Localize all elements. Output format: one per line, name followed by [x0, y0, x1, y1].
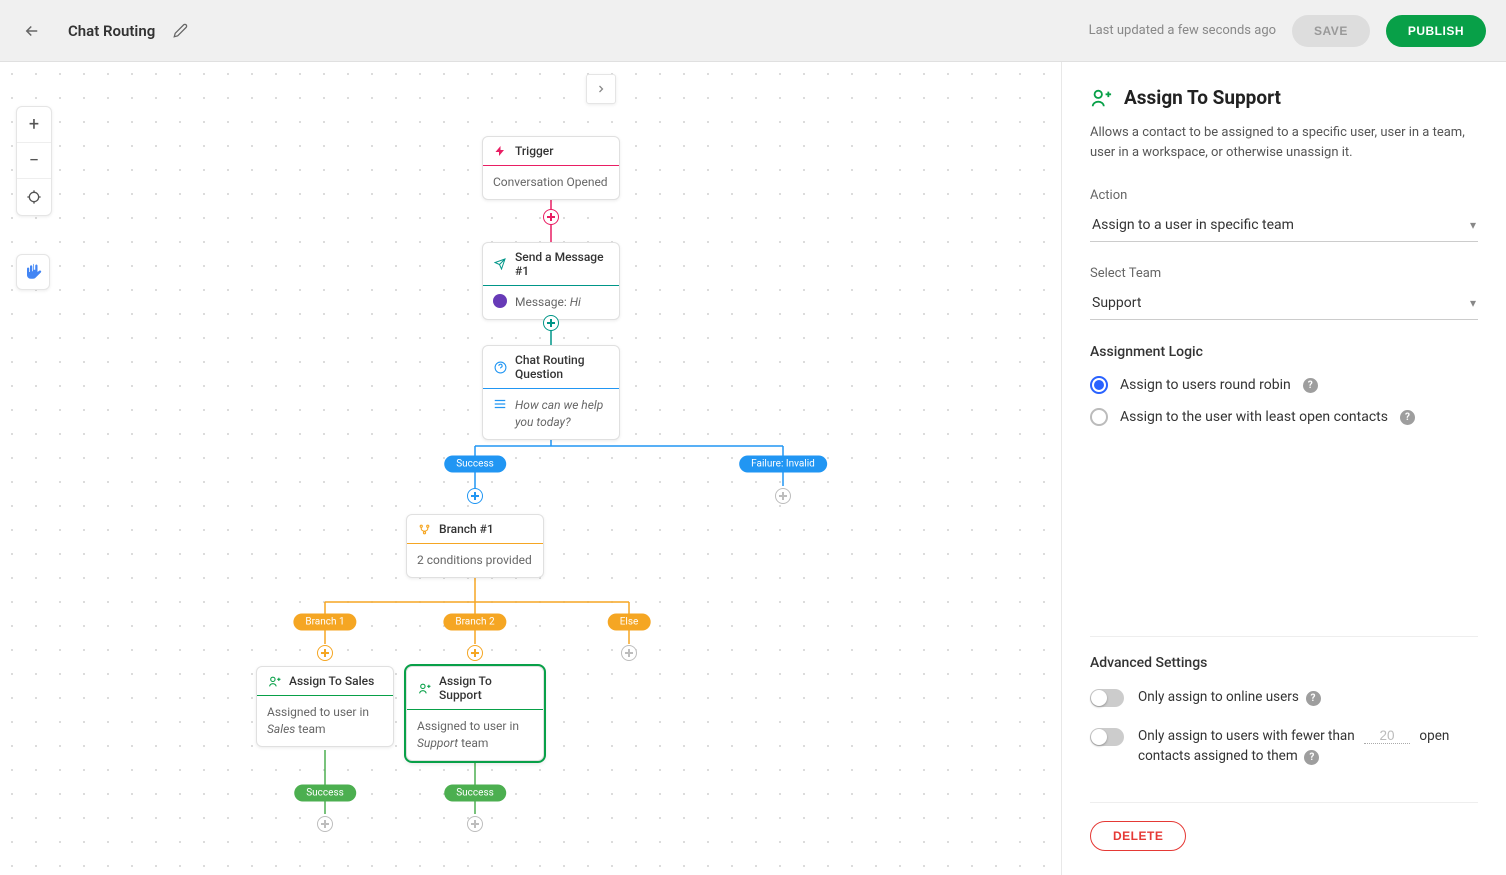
radio-label: Assign to the user with least open conta… [1120, 409, 1388, 425]
node-assign-sales[interactable]: Assign To Sales Assigned to user in Sale… [256, 666, 394, 747]
node-message[interactable]: Send a Message #1 Message: Hi [482, 242, 620, 320]
node-body: Assigned to user in Sales team [267, 704, 383, 738]
edit-title-button[interactable] [171, 22, 189, 40]
logic-section-label: Assignment Logic [1090, 344, 1478, 360]
radio-round-robin[interactable]: Assign to users round robin ? [1090, 376, 1478, 394]
flow-badge[interactable]: Branch 2 [443, 614, 506, 631]
help-icon[interactable]: ? [1304, 750, 1319, 765]
help-icon[interactable]: ? [1303, 378, 1318, 393]
radio-icon [1090, 408, 1108, 426]
add-step-button[interactable] [467, 645, 483, 661]
delete-button[interactable]: DELETE [1090, 821, 1186, 851]
radio-icon [1090, 376, 1108, 394]
back-button[interactable] [20, 19, 44, 43]
node-question[interactable]: Chat Routing Question How can we help yo… [482, 345, 620, 440]
team-select[interactable]: Support ▾ [1090, 289, 1478, 320]
flow-badge[interactable]: Else [608, 614, 651, 631]
user-plus-icon [1090, 87, 1112, 109]
toggle-fewer-than: Only assign to users with fewer than ope… [1090, 726, 1478, 767]
add-step-button[interactable] [317, 645, 333, 661]
last-updated-text: Last updated a few seconds ago [1089, 23, 1276, 38]
help-icon[interactable]: ? [1400, 410, 1415, 425]
node-body: Message: Hi [515, 294, 581, 311]
flow-badge[interactable]: Failure: Invalid [739, 456, 827, 473]
node-body: How can we help you today? [515, 397, 609, 431]
action-select[interactable]: Assign to a user in specific team ▾ [1090, 211, 1478, 242]
save-button[interactable]: SAVE [1292, 15, 1370, 47]
flow-canvas[interactable]: + − [0, 62, 1061, 875]
workflow-title: Chat Routing [68, 22, 155, 40]
properties-panel: Assign To Support Allows a contact to be… [1061, 62, 1506, 875]
add-step-button[interactable] [317, 816, 333, 832]
branch-icon [417, 522, 431, 536]
team-label: Select Team [1090, 266, 1478, 281]
send-icon [493, 257, 507, 271]
node-trigger[interactable]: Trigger Conversation Opened [482, 136, 620, 200]
panel-title: Assign To Support [1124, 86, 1281, 109]
node-assign-support[interactable]: Assign To Support Assigned to user in Su… [406, 666, 544, 761]
node-title: Chat Routing Question [515, 353, 609, 381]
action-label: Action [1090, 188, 1478, 203]
node-title: Branch #1 [439, 522, 494, 536]
node-title: Trigger [515, 144, 553, 158]
add-step-button[interactable] [543, 315, 559, 331]
flow-badge[interactable]: Success [444, 456, 506, 473]
toggle-online-only: Only assign to online users ? [1090, 687, 1478, 707]
user-plus-icon [267, 674, 281, 688]
action-value: Assign to a user in specific team [1092, 217, 1294, 233]
team-value: Support [1092, 295, 1141, 311]
flow-badge[interactable]: Success [444, 785, 506, 802]
node-body: Assigned to user in Support team [417, 718, 533, 752]
node-body: 2 conditions provided [417, 552, 532, 569]
publish-button[interactable]: PUBLISH [1386, 15, 1486, 47]
panel-description: Allows a contact to be assigned to a spe… [1090, 123, 1478, 162]
radio-label: Assign to users round robin [1120, 377, 1291, 393]
chevron-down-icon: ▾ [1470, 296, 1476, 310]
radio-least-open[interactable]: Assign to the user with least open conta… [1090, 408, 1478, 426]
add-step-button[interactable] [621, 645, 637, 661]
app-header: Chat Routing Last updated a few seconds … [0, 0, 1506, 62]
node-branch[interactable]: Branch #1 2 conditions provided [406, 514, 544, 578]
message-icon [493, 294, 507, 308]
node-title: Assign To Support [439, 674, 533, 702]
add-step-button[interactable] [467, 488, 483, 504]
toggle-label-pre: Only assign to users with fewer than [1138, 728, 1355, 744]
panel-collapse-button[interactable] [586, 74, 616, 104]
user-plus-icon [417, 681, 431, 695]
bolt-icon [493, 144, 507, 158]
add-step-button[interactable] [467, 816, 483, 832]
question-icon [493, 360, 507, 374]
toggle-switch[interactable] [1090, 728, 1124, 746]
chevron-down-icon: ▾ [1470, 218, 1476, 232]
help-icon[interactable]: ? [1306, 691, 1321, 706]
node-title: Assign To Sales [289, 674, 374, 688]
toggle-label: Only assign to online users [1138, 689, 1299, 705]
list-icon [493, 397, 507, 411]
toggle-switch[interactable] [1090, 689, 1124, 707]
node-body: Conversation Opened [493, 174, 608, 191]
flow-badge[interactable]: Branch 1 [293, 614, 356, 631]
advanced-section-label: Advanced Settings [1090, 655, 1478, 671]
open-contacts-input[interactable] [1364, 728, 1410, 744]
flow-badge[interactable]: Success [294, 785, 356, 802]
add-step-button[interactable] [775, 488, 791, 504]
node-title: Send a Message #1 [515, 250, 609, 278]
add-step-button[interactable] [543, 209, 559, 225]
